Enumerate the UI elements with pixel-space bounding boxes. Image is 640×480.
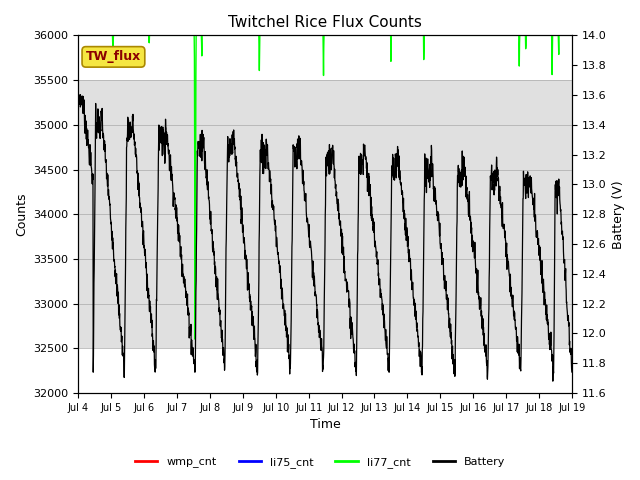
Title: Twitchel Rice Flux Counts: Twitchel Rice Flux Counts <box>228 15 422 30</box>
Legend: wmp_cnt, li75_cnt, li77_cnt, Battery: wmp_cnt, li75_cnt, li77_cnt, Battery <box>131 452 509 472</box>
Text: TW_flux: TW_flux <box>86 50 141 63</box>
Bar <box>79 80 572 348</box>
Y-axis label: Counts: Counts <box>15 192 28 236</box>
X-axis label: Time: Time <box>310 419 340 432</box>
Y-axis label: Battery (V): Battery (V) <box>612 180 625 249</box>
